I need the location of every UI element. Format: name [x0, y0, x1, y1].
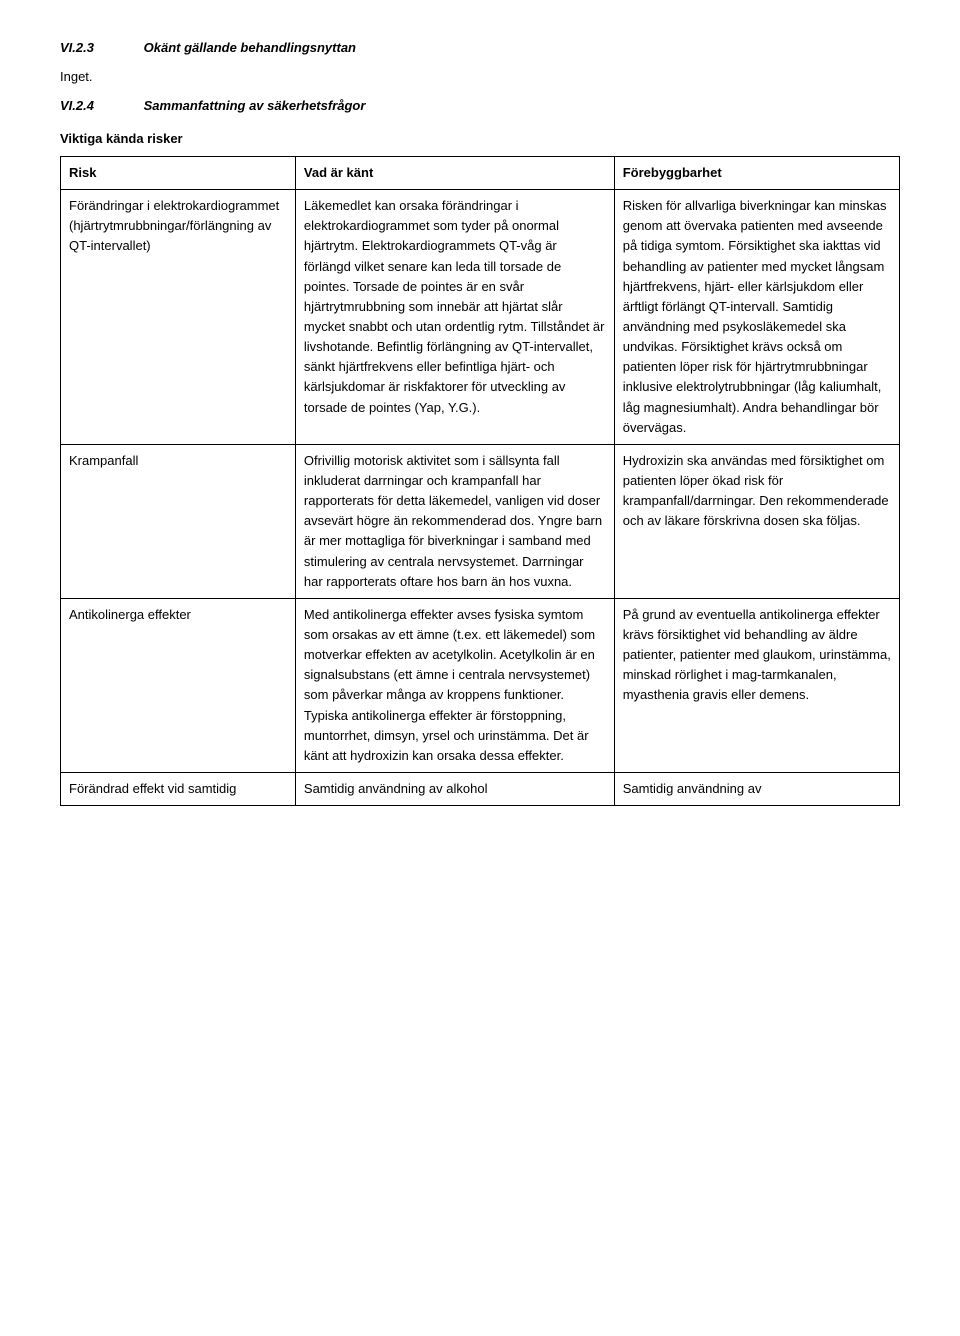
table-row: Förändringar i elektrokardiogrammet (hjä… — [61, 190, 900, 445]
section-heading-2: VI.2.4 Sammanfattning av säkerhetsfrågor — [60, 98, 900, 113]
col-header-prevent: Förebyggbarhet — [614, 157, 899, 190]
table-row: Krampanfall Ofrivillig motorisk aktivite… — [61, 444, 900, 598]
col-header-risk: Risk — [61, 157, 296, 190]
cell-known: Läkemedlet kan orsaka förändringar i ele… — [295, 190, 614, 445]
cell-prevent: Samtidig användning av — [614, 772, 899, 805]
cell-known: Ofrivillig motorisk aktivitet som i säll… — [295, 444, 614, 598]
section-title-1: Okänt gällande behandlingsnyttan — [144, 40, 356, 55]
table-row: Antikolinerga effekter Med antikolinerga… — [61, 598, 900, 772]
cell-known: Med antikolinerga effekter avses fysiska… — [295, 598, 614, 772]
section-title-2: Sammanfattning av säkerhetsfrågor — [144, 98, 366, 113]
section-number-1: VI.2.3 — [60, 40, 140, 55]
cell-known: Samtidig användning av alkohol — [295, 772, 614, 805]
col-header-known: Vad är känt — [295, 157, 614, 190]
cell-risk: Förändringar i elektrokardiogrammet (hjä… — [61, 190, 296, 445]
cell-prevent: På grund av eventuella antikolinerga eff… — [614, 598, 899, 772]
risks-table: Risk Vad är känt Förebyggbarhet Förändri… — [60, 156, 900, 806]
cell-risk: Förändrad effekt vid samtidig — [61, 772, 296, 805]
cell-risk: Krampanfall — [61, 444, 296, 598]
section-number-2: VI.2.4 — [60, 98, 140, 113]
table-header-row: Risk Vad är känt Förebyggbarhet — [61, 157, 900, 190]
cell-prevent: Risken för allvarliga biverkningar kan m… — [614, 190, 899, 445]
paragraph-inget: Inget. — [60, 69, 900, 84]
section-heading-1: VI.2.3 Okänt gällande behandlingsnyttan — [60, 40, 900, 55]
table-row: Förändrad effekt vid samtidig Samtidig a… — [61, 772, 900, 805]
subheading-risks: Viktiga kända risker — [60, 131, 900, 146]
cell-risk: Antikolinerga effekter — [61, 598, 296, 772]
cell-prevent: Hydroxizin ska användas med försiktighet… — [614, 444, 899, 598]
